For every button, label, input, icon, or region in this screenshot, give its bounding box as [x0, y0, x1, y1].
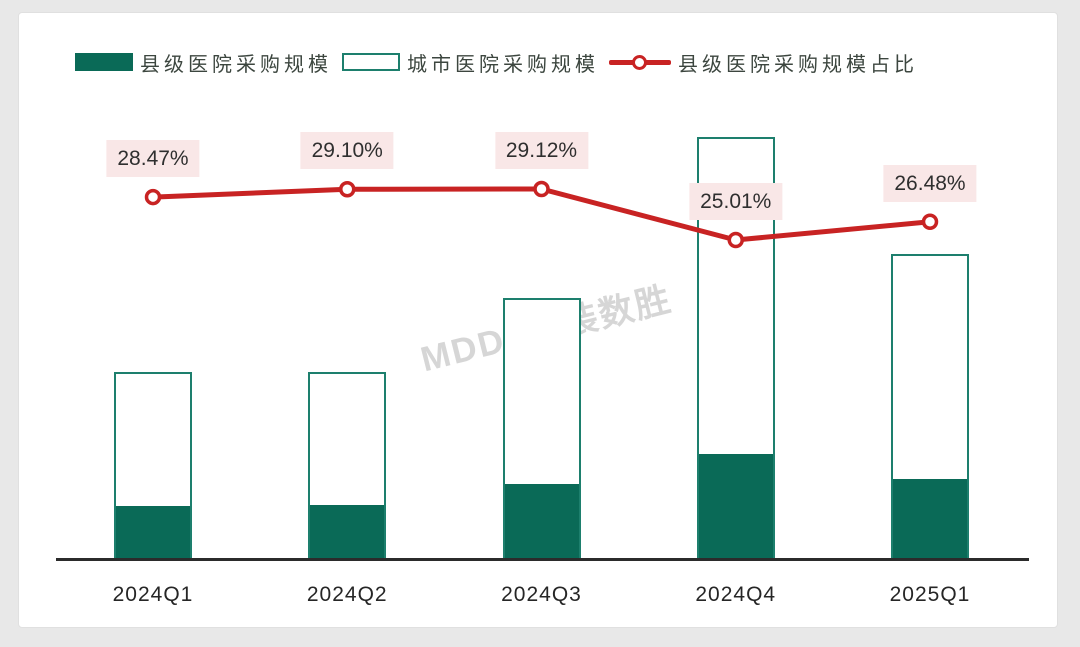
ratio-point-label: 29.10% [300, 132, 394, 169]
ratio-line [152, 186, 931, 243]
bar-county-segment [505, 484, 579, 558]
x-axis-label: 2024Q4 [695, 583, 777, 606]
ratio-point-marker [339, 180, 356, 198]
x-axis-label: 2024Q2 [306, 583, 388, 606]
bar-county-segment [699, 454, 773, 558]
chart-card: 县级医院采购规模 城市医院采购规模 县级医院采购规模占比 MDDI 医装数胜 2… [18, 12, 1058, 628]
legend-label-city: 城市医院采购规模 [407, 53, 599, 76]
ratio-point-label: 29.12% [494, 132, 589, 169]
legend-line-marker-icon [609, 54, 671, 70]
legend: 县级医院采购规模 城市医院采购规模 县级医院采购规模占比 [75, 51, 918, 76]
x-axis-label: 2024Q3 [501, 583, 582, 606]
legend-swatch-city-bar-icon [342, 53, 400, 71]
legend-item-city: 城市医院采购规模 [342, 48, 599, 77]
legend-item-county: 县级医院采购规模 [75, 48, 332, 77]
legend-label-county: 县级医院采购规模 [140, 53, 332, 76]
legend-item-ratio: 县级医院采购规模占比 [609, 48, 918, 77]
bar-county-segment [116, 506, 190, 558]
ratio-point-marker [921, 213, 939, 231]
stacked-bar-2025Q1 [891, 254, 969, 560]
ratio-point-label: 28.47% [106, 140, 200, 177]
ratio-point-marker [144, 188, 162, 206]
ratio-point-label: 25.01% [689, 183, 783, 220]
stacked-bar-2024Q2 [308, 372, 386, 560]
x-axis-label: 2024Q1 [112, 583, 194, 606]
bar-county-segment [893, 479, 967, 558]
x-axis-label: 2025Q1 [889, 583, 971, 606]
stacked-bar-2024Q1 [114, 372, 192, 560]
legend-swatch-county-bar-icon [75, 53, 133, 71]
bar-county-segment [310, 505, 384, 558]
ratio-point-label: 26.48% [883, 165, 977, 202]
ratio-point-marker [533, 180, 550, 198]
stacked-bar-2024Q3 [503, 298, 581, 560]
legend-label-ratio: 县级医院采购规模占比 [678, 53, 918, 76]
x-axis [56, 558, 1029, 561]
